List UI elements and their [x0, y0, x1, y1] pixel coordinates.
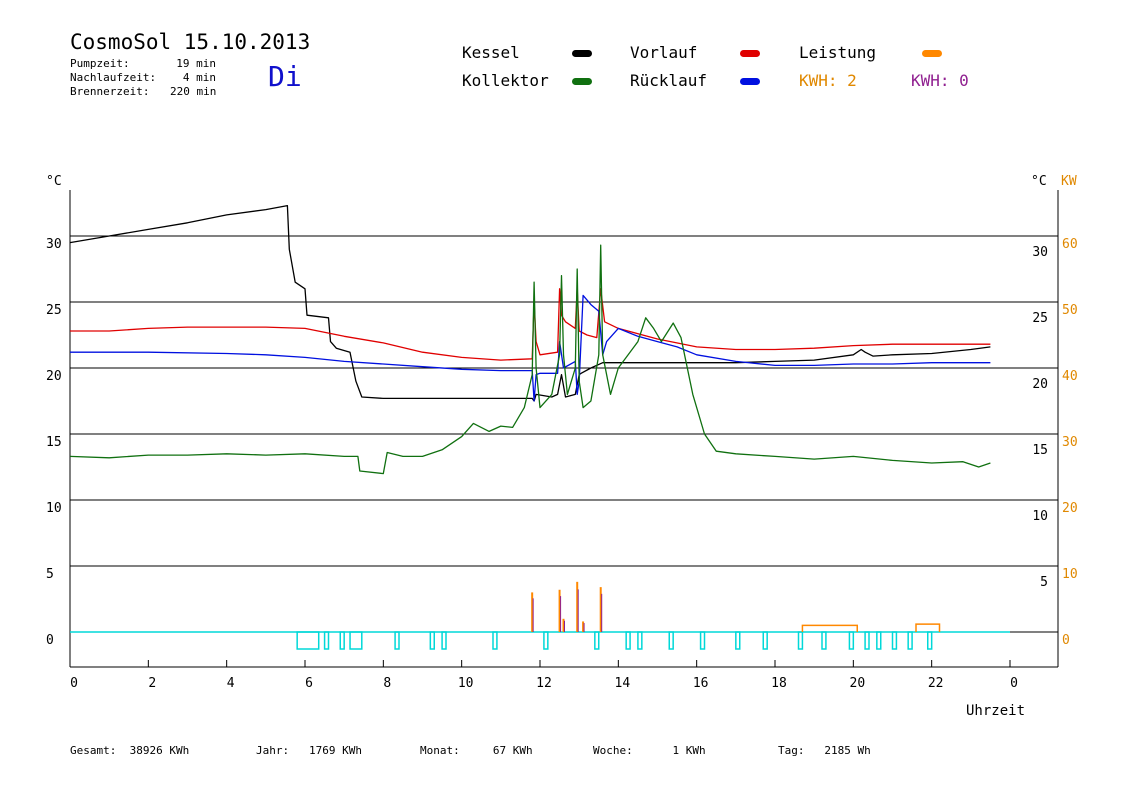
legend-kwh-1: KWH: 2	[799, 71, 857, 90]
leistung-segment	[801, 624, 858, 632]
pump-pulse	[735, 631, 741, 650]
legend-kessel-swatch	[572, 50, 592, 57]
right-power-tick-label: 60	[1062, 237, 1078, 252]
pump-pulse	[797, 631, 804, 650]
x-tick-label: 2	[148, 676, 156, 691]
pump-pulse	[848, 631, 855, 650]
legend-kollektor: Kollektor	[462, 71, 549, 90]
series-line-rcklauf	[70, 294, 991, 402]
legend-ruecklauf: Rücklauf	[630, 71, 708, 90]
left-tick-label: 5	[46, 567, 54, 582]
legend-vorlauf: Vorlauf	[630, 43, 698, 62]
right-temp-tick-label: 30	[1032, 245, 1048, 260]
legend-ruecklauf-swatch	[740, 78, 760, 85]
pump-pulse	[637, 631, 643, 650]
leistung-segment	[915, 623, 941, 632]
left-tick-label: 20	[46, 369, 62, 384]
stat-nachlaufzeit: Nachlaufzeit: 4 min	[70, 71, 216, 84]
footer-woche: Woche: 1 KWh	[593, 744, 706, 757]
pump-pulse	[296, 631, 320, 650]
pump-pulse	[907, 631, 913, 650]
x-tick-label: 8	[383, 676, 391, 691]
x-tick-label: 0	[1010, 676, 1018, 691]
left-unit-label: °C	[46, 174, 62, 189]
series-line-kollektor	[69, 244, 991, 475]
x-tick-label: 6	[305, 676, 313, 691]
stat-pumpzeit: Pumpzeit: 19 min	[70, 57, 216, 70]
right-temp-tick-label: 15	[1032, 443, 1048, 458]
x-tick-label: 20	[850, 676, 866, 691]
x-tick-label: 12	[536, 676, 552, 691]
pump-pulse	[864, 631, 870, 650]
x-tick-label: 10	[458, 676, 474, 691]
legend-kwh-2: KWH: 0	[911, 71, 969, 90]
right-power-unit-label: KW	[1061, 174, 1077, 189]
legend-vorlauf-swatch	[740, 50, 760, 57]
pump-pulse	[927, 631, 933, 650]
pump-pulse	[821, 631, 827, 650]
right-power-tick-label: 50	[1062, 303, 1078, 318]
x-axis-label: Uhrzeit	[966, 703, 1026, 719]
right-power-tick-label: 0	[1062, 633, 1070, 648]
footer-gesamt: Gesamt: 38926 KWh	[70, 744, 190, 757]
pump-pulse	[441, 631, 447, 650]
pump-pulse	[594, 631, 600, 650]
right-power-tick-label: 30	[1062, 435, 1078, 450]
footer-jahr: Jahr: 1769 KWh	[256, 744, 362, 757]
pump-pulse	[323, 631, 330, 650]
legend-kollektor-swatch	[572, 78, 592, 85]
footer-monat: Monat: 67 KWh	[420, 744, 533, 757]
pump-pulse	[891, 631, 898, 650]
pump-pulse	[699, 631, 706, 650]
footer-tag: Tag: 2185 Wh	[778, 744, 871, 757]
pump-pulse	[625, 631, 631, 650]
left-tick-label: 25	[46, 303, 62, 318]
left-tick-label: 15	[46, 435, 62, 450]
legend-leistung: Leistung	[799, 43, 877, 62]
right-temp-tick-label: 5	[1040, 575, 1048, 590]
series-line-vorlauf	[70, 288, 991, 361]
pump-pulse	[394, 631, 400, 650]
left-tick-label: 30	[46, 237, 62, 252]
pump-pulse	[543, 631, 549, 650]
right-power-tick-label: 10	[1062, 567, 1078, 582]
pump-pulse	[429, 631, 436, 650]
x-tick-label: 0	[70, 676, 78, 691]
pump-pulse	[876, 631, 882, 650]
x-tick-label: 22	[928, 676, 944, 691]
right-temp-tick-label: 20	[1032, 377, 1048, 392]
pump-pulse	[762, 631, 768, 650]
pump-pulse	[668, 631, 674, 650]
right-temp-unit-label: °C	[1031, 174, 1047, 189]
series-line-kessel	[69, 204, 991, 402]
weekday-label: Di	[268, 60, 302, 93]
legend-leistung-swatch	[922, 50, 942, 57]
pump-pulse	[492, 631, 498, 650]
x-tick-label: 4	[227, 676, 235, 691]
legend-kessel: Kessel	[462, 43, 520, 62]
left-tick-label: 10	[46, 501, 62, 516]
pump-pulse	[349, 631, 363, 650]
x-tick-label: 14	[615, 676, 631, 691]
right-temp-tick-label: 25	[1032, 311, 1048, 326]
x-tick-label: 16	[693, 676, 709, 691]
left-tick-label: 0	[46, 633, 54, 648]
x-tick-label: 18	[771, 676, 787, 691]
page-title: CosmoSol 15.10.2013	[70, 30, 311, 54]
pump-pulse	[339, 631, 345, 650]
right-power-tick-label: 40	[1062, 369, 1078, 384]
right-power-tick-label: 20	[1062, 501, 1078, 516]
stat-brennerzeit: Brennerzeit: 220 min	[70, 85, 217, 98]
right-temp-tick-label: 10	[1032, 509, 1048, 524]
